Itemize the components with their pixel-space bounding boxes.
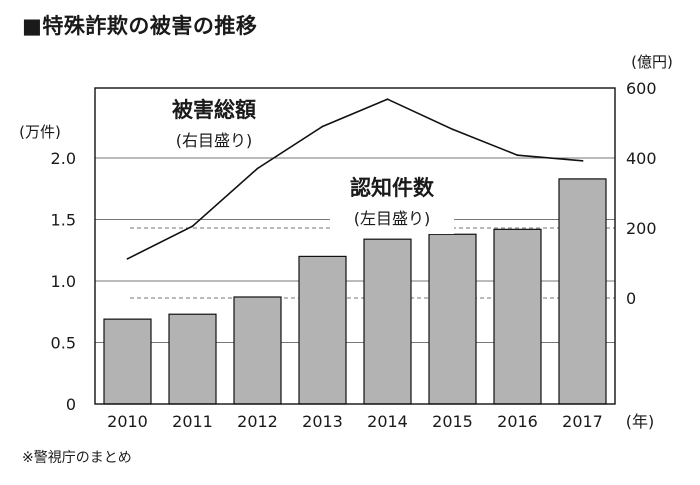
x-tick-label: 2013 bbox=[302, 412, 343, 431]
line-point bbox=[126, 257, 129, 260]
bar bbox=[363, 238, 412, 405]
x-tick-label: 2017 bbox=[562, 412, 603, 431]
plot-frame bbox=[94, 87, 616, 405]
x-tick-label: 2016 bbox=[497, 412, 538, 431]
right-tick-label: 400 bbox=[626, 149, 657, 168]
left-tick-label: 1.0 bbox=[51, 272, 76, 291]
line-layer bbox=[126, 98, 584, 260]
line-point bbox=[256, 167, 259, 170]
bar-label-background bbox=[330, 176, 454, 234]
x-tick-label: 2012 bbox=[237, 412, 278, 431]
bar bbox=[298, 255, 347, 405]
bar-series-label: 認知件数 bbox=[350, 176, 435, 200]
left-tick-label: 1.5 bbox=[51, 211, 76, 230]
right-tick-label: 0 bbox=[626, 289, 636, 308]
line-point bbox=[581, 159, 584, 162]
bar bbox=[558, 178, 607, 405]
line-series-label: 被害総額 bbox=[172, 98, 256, 122]
bar bbox=[168, 313, 217, 405]
line-point bbox=[191, 225, 194, 228]
x-axis-unit: (年) bbox=[626, 412, 655, 431]
x-tick-label: 2011 bbox=[172, 412, 213, 431]
x-tick-label: 2015 bbox=[432, 412, 473, 431]
left-tick-label: 0.5 bbox=[51, 334, 76, 353]
x-tick-label: 2014 bbox=[367, 412, 408, 431]
line-point bbox=[321, 125, 324, 128]
line-label-background bbox=[158, 98, 270, 154]
frame-layer bbox=[94, 87, 616, 405]
chart-title: ■特殊詐欺の被害の推移 bbox=[22, 14, 258, 38]
line-point bbox=[386, 98, 389, 101]
left-axis-unit: (万件) bbox=[19, 123, 61, 141]
line-series-note: (右目盛り) bbox=[176, 131, 253, 150]
source-note: ※警視庁のまとめ bbox=[22, 450, 132, 466]
label-layer: 0 0.5 1.0 1.5 2.0 0 200 400 600 2010 2011 2012 2013 2… bbox=[51, 79, 657, 431]
bar bbox=[428, 233, 477, 405]
x-tick-label: 2010 bbox=[107, 412, 148, 431]
right-tick-label: 600 bbox=[626, 79, 657, 98]
left-tick-label: 0 bbox=[66, 395, 76, 414]
line-point bbox=[516, 154, 519, 157]
line-series-path bbox=[127, 98, 583, 260]
line-point bbox=[451, 128, 454, 131]
bar bbox=[103, 318, 152, 405]
bar bbox=[233, 296, 282, 405]
left-tick-label: 2.0 bbox=[51, 149, 76, 168]
right-axis-unit: (億円) bbox=[631, 53, 673, 71]
bar bbox=[493, 228, 542, 405]
bar-layer bbox=[103, 178, 607, 405]
bar-series-note: (左目盛り) bbox=[354, 209, 431, 228]
right-tick-label: 200 bbox=[626, 219, 657, 238]
